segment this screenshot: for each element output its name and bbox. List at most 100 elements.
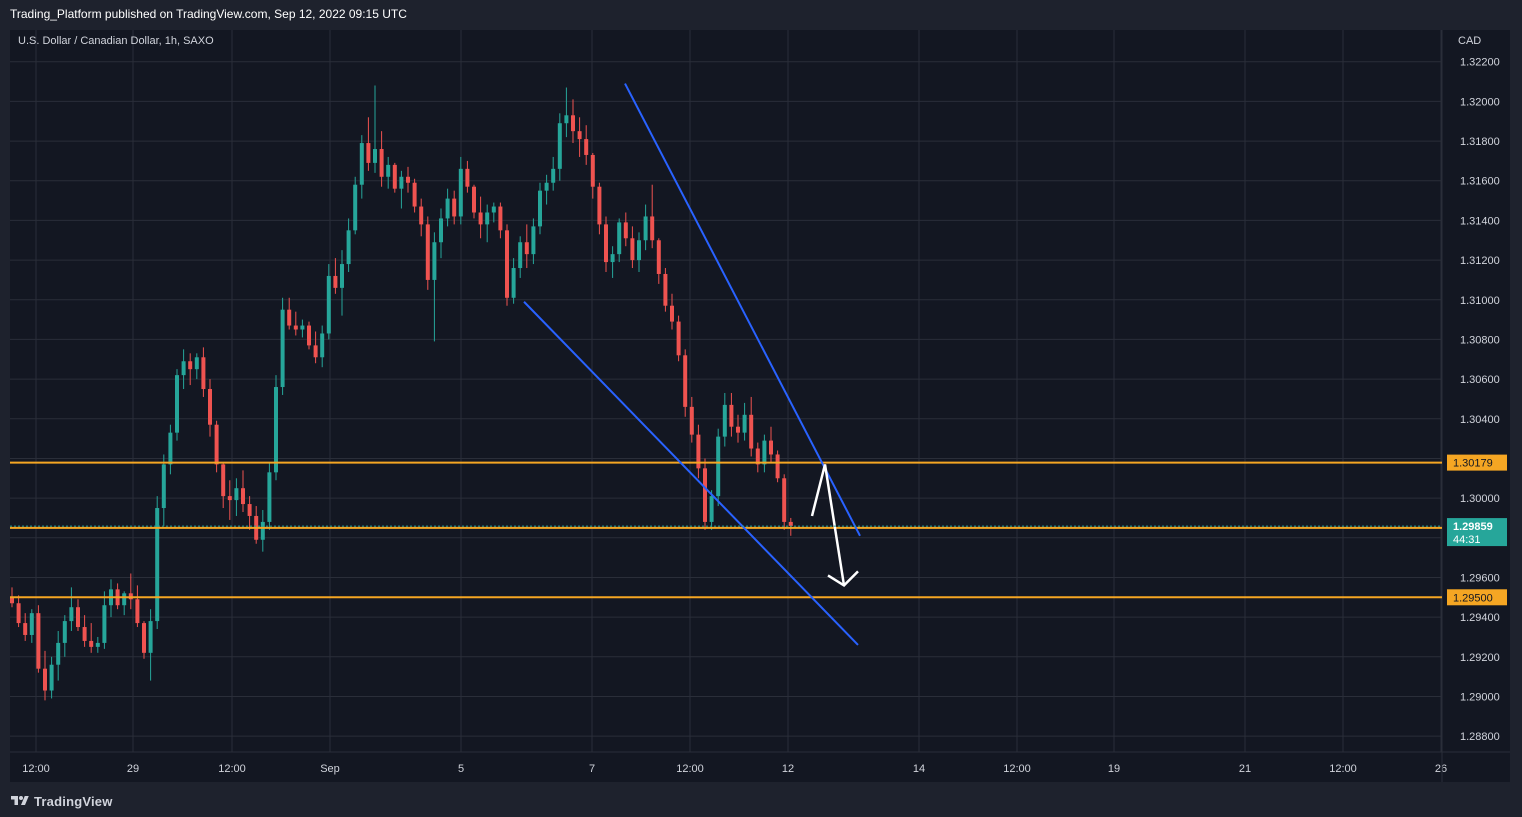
candle-body[interactable]	[656, 240, 661, 274]
candle-body[interactable]	[175, 375, 179, 433]
candle-body[interactable]	[142, 623, 146, 653]
candle-body[interactable]	[29, 613, 34, 635]
candle-body[interactable]	[782, 478, 787, 522]
candle-body[interactable]	[538, 190, 542, 227]
candle-body[interactable]	[419, 206, 424, 225]
candle-body[interactable]	[333, 275, 338, 288]
candle-body[interactable]	[221, 464, 226, 497]
candle-body[interactable]	[69, 607, 74, 622]
candle-body[interactable]	[155, 508, 160, 622]
candle-body[interactable]	[313, 345, 318, 358]
candle-body[interactable]	[742, 414, 747, 433]
candle-body[interactable]	[16, 603, 21, 624]
candle-body[interactable]	[241, 488, 245, 505]
candle-body[interactable]	[709, 496, 714, 522]
candle-body[interactable]	[320, 333, 325, 358]
candle-body[interactable]	[683, 355, 688, 407]
candle-body[interactable]	[452, 198, 457, 217]
candle-body[interactable]	[604, 224, 608, 263]
candle-body[interactable]	[729, 404, 734, 427]
candle-body[interactable]	[122, 593, 127, 606]
candle-body[interactable]	[472, 186, 476, 213]
candle-body[interactable]	[366, 143, 371, 163]
candle-body[interactable]	[247, 504, 252, 516]
candle-body[interactable]	[56, 642, 61, 665]
candle-body[interactable]	[392, 164, 397, 189]
candle-body[interactable]	[590, 154, 595, 187]
candle-body[interactable]	[617, 222, 622, 255]
candle-body[interactable]	[82, 627, 87, 641]
candle-body[interactable]	[676, 321, 681, 356]
candle-body[interactable]	[379, 149, 384, 177]
candle-body[interactable]	[491, 206, 496, 213]
candle-body[interactable]	[89, 640, 94, 647]
candle-body[interactable]	[280, 309, 285, 388]
candle-body[interactable]	[148, 621, 153, 653]
candle-body[interactable]	[260, 521, 265, 540]
candle-body[interactable]	[511, 268, 516, 298]
candle-body[interactable]	[736, 426, 740, 433]
candle-body[interactable]	[201, 357, 206, 390]
candle-body[interactable]	[102, 605, 107, 643]
candle-body[interactable]	[293, 325, 298, 330]
candle-body[interactable]	[788, 521, 793, 526]
candle-body[interactable]	[135, 599, 140, 624]
candle-body[interactable]	[716, 436, 721, 497]
chart-svg[interactable]: 1.32200 1.32000 1.31800 1.31600 1.31400 1.312…	[10, 30, 1510, 782]
candle-body[interactable]	[168, 432, 173, 465]
trendline[interactable]	[523, 301, 859, 646]
candle-body[interactable]	[637, 240, 641, 261]
candle-body[interactable]	[439, 218, 443, 243]
candle-body[interactable]	[95, 642, 100, 647]
candle-body[interactable]	[406, 176, 410, 183]
candle-body[interactable]	[425, 224, 430, 280]
candle-body[interactable]	[670, 305, 674, 322]
candle-body[interactable]	[412, 182, 417, 207]
candle-body[interactable]	[10, 597, 14, 604]
candle-body[interactable]	[274, 387, 278, 473]
candle-body[interactable]	[630, 238, 635, 261]
candle-body[interactable]	[36, 613, 41, 669]
candle-body[interactable]	[267, 472, 272, 522]
candle-body[interactable]	[577, 131, 582, 140]
candle-body[interactable]	[524, 242, 529, 255]
candle-body[interactable]	[749, 414, 754, 449]
candle-body[interactable]	[353, 184, 358, 231]
chart-area[interactable]: 1.32200 1.32000 1.31800 1.31600 1.31400 1.312…	[10, 30, 1510, 782]
candle-body[interactable]	[208, 389, 212, 425]
candle-body[interactable]	[650, 216, 655, 241]
candle-body[interactable]	[643, 216, 648, 241]
candle-body[interactable]	[386, 164, 391, 177]
candle-body[interactable]	[505, 230, 509, 298]
candle-body[interactable]	[76, 607, 80, 628]
candle-body[interactable]	[564, 115, 569, 124]
forecast-arrow[interactable]	[810, 464, 846, 586]
candle-body[interactable]	[762, 440, 767, 465]
candle-body[interactable]	[227, 496, 232, 501]
candle-body[interactable]	[43, 668, 47, 691]
candle-body[interactable]	[689, 406, 694, 435]
candle-body[interactable]	[551, 168, 556, 183]
candle-body[interactable]	[326, 275, 331, 334]
candle-body[interactable]	[458, 168, 463, 217]
candle-body[interactable]	[478, 212, 483, 225]
candle-body[interactable]	[597, 186, 602, 225]
candle-body[interactable]	[703, 468, 707, 522]
candle-body[interactable]	[769, 440, 773, 455]
candle-body[interactable]	[181, 361, 186, 376]
candle-body[interactable]	[23, 623, 28, 635]
candle-body[interactable]	[498, 206, 503, 231]
candle-body[interactable]	[194, 357, 199, 370]
candle-body[interactable]	[287, 309, 292, 326]
candle-body[interactable]	[346, 230, 351, 265]
candle-body[interactable]	[373, 149, 377, 163]
candle-body[interactable]	[623, 222, 628, 239]
candle-body[interactable]	[399, 176, 404, 189]
candle-body[interactable]	[188, 361, 193, 370]
candle-body[interactable]	[49, 664, 54, 691]
candle-body[interactable]	[161, 464, 166, 509]
candle-body[interactable]	[465, 168, 470, 187]
candle-body[interactable]	[214, 424, 219, 465]
candle-body[interactable]	[359, 143, 364, 185]
trendline[interactable]	[624, 83, 861, 537]
